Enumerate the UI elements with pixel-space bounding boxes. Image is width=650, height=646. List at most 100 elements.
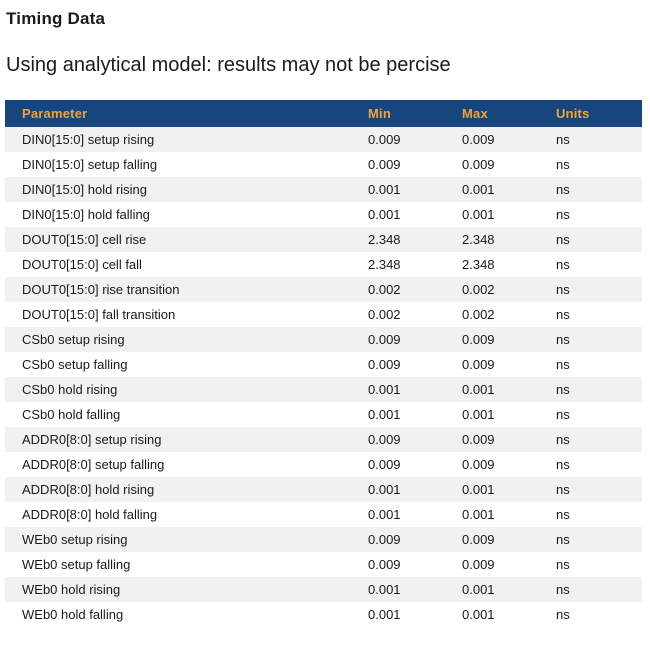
parameter-cell: DOUT0[15:0] rise transition [22,282,180,297]
parameter-cell: CSb0 setup falling [22,357,128,372]
units-cell: ns [556,582,570,597]
max-cell: 0.001 [462,407,495,422]
column-header-min: Min [351,100,445,127]
parameter-cell: DOUT0[15:0] cell fall [22,257,142,272]
units-cell: ns [556,332,570,347]
max-cell: 0.001 [462,607,495,622]
table-row: DOUT0[15:0] fall transition 0.002 0.002 ns [5,302,642,327]
min-cell: 0.001 [368,507,401,522]
max-cell: 0.009 [462,557,495,572]
table-row: DIN0[15:0] setup rising 0.009 0.009 ns [5,127,642,152]
min-cell: 0.002 [368,307,401,322]
table-row: DOUT0[15:0] rise transition 0.002 0.002 ns [5,277,642,302]
column-header-max: Max [445,100,539,127]
table-row: CSb0 hold falling 0.001 0.001 ns [5,402,642,427]
min-cell: 0.002 [368,282,401,297]
min-cell: 0.001 [368,407,401,422]
min-cell: 0.009 [368,357,401,372]
min-cell: 0.009 [368,457,401,472]
max-cell: 0.001 [462,207,495,222]
table-row: WEb0 setup rising 0.009 0.009 ns [5,527,642,552]
max-cell: 0.001 [462,382,495,397]
table-row: WEb0 hold falling 0.001 0.001 ns [5,602,642,627]
table-row: ADDR0[8:0] setup rising 0.009 0.009 ns [5,427,642,452]
min-cell: 0.001 [368,207,401,222]
min-cell: 0.009 [368,557,401,572]
max-cell: 0.009 [462,357,495,372]
table-row: ADDR0[8:0] hold falling 0.001 0.001 ns [5,502,642,527]
min-cell: 2.348 [368,232,401,247]
units-cell: ns [556,507,570,522]
max-cell: 0.009 [462,457,495,472]
max-cell: 2.348 [462,257,495,272]
units-cell: ns [556,557,570,572]
max-cell: 0.001 [462,182,495,197]
min-cell: 0.009 [368,332,401,347]
max-cell: 0.009 [462,132,495,147]
max-cell: 2.348 [462,232,495,247]
column-header-parameter: Parameter [5,100,351,127]
units-cell: ns [556,257,570,272]
timing-report-page: Timing Data Using analytical model: resu… [5,9,642,627]
parameter-cell: DIN0[15:0] hold falling [22,207,150,222]
timing-table-header: Parameter Min Max Units [5,100,642,127]
max-cell: 0.001 [462,507,495,522]
min-cell: 0.001 [368,182,401,197]
table-row: DOUT0[15:0] cell rise 2.348 2.348 ns [5,227,642,252]
min-cell: 0.009 [368,132,401,147]
parameter-cell: ADDR0[8:0] setup rising [22,432,162,447]
min-cell: 0.001 [368,582,401,597]
column-header-units: Units [539,100,642,127]
units-cell: ns [556,282,570,297]
max-cell: 0.002 [462,307,495,322]
units-cell: ns [556,357,570,372]
timing-table: Parameter Min Max Units DIN0[15:0] setup… [5,100,642,627]
units-cell: ns [556,382,570,397]
parameter-cell: ADDR0[8:0] setup falling [22,457,165,472]
units-cell: ns [556,532,570,547]
units-cell: ns [556,407,570,422]
units-cell: ns [556,607,570,622]
parameter-cell: WEb0 hold falling [22,607,124,622]
table-row: CSb0 setup rising 0.009 0.009 ns [5,327,642,352]
max-cell: 0.009 [462,532,495,547]
units-cell: ns [556,182,570,197]
min-cell: 0.001 [368,482,401,497]
max-cell: 0.001 [462,582,495,597]
parameter-cell: DIN0[15:0] setup falling [22,157,158,172]
parameter-cell: CSb0 hold rising [22,382,118,397]
parameter-cell: DIN0[15:0] setup rising [22,132,155,147]
table-row: DIN0[15:0] setup falling 0.009 0.009 ns [5,152,642,177]
max-cell: 0.001 [462,482,495,497]
table-row: CSb0 setup falling 0.009 0.009 ns [5,352,642,377]
parameter-cell: CSb0 hold falling [22,407,121,422]
max-cell: 0.009 [462,332,495,347]
units-cell: ns [556,307,570,322]
header-row: Parameter Min Max Units [5,100,642,127]
min-cell: 0.001 [368,607,401,622]
max-cell: 0.009 [462,432,495,447]
units-cell: ns [556,432,570,447]
min-cell: 2.348 [368,257,401,272]
page-subtitle: Using analytical model: results may not … [6,54,451,76]
parameter-cell: DIN0[15:0] hold rising [22,182,148,197]
units-cell: ns [556,457,570,472]
table-row: CSb0 hold rising 0.001 0.001 ns [5,377,642,402]
parameter-cell: CSb0 setup rising [22,332,125,347]
table-row: WEb0 setup falling 0.009 0.009 ns [5,552,642,577]
units-cell: ns [556,482,570,497]
units-cell: ns [556,232,570,247]
min-cell: 0.001 [368,382,401,397]
table-row: WEb0 hold rising 0.001 0.001 ns [5,577,642,602]
max-cell: 0.009 [462,157,495,172]
parameter-cell: WEb0 setup falling [22,557,131,572]
units-cell: ns [556,207,570,222]
parameter-cell: WEb0 setup rising [22,532,128,547]
min-cell: 0.009 [368,157,401,172]
parameter-cell: WEb0 hold rising [22,582,121,597]
table-row: DIN0[15:0] hold falling 0.001 0.001 ns [5,202,642,227]
parameter-cell: ADDR0[8:0] hold falling [22,507,158,522]
table-row: ADDR0[8:0] hold rising 0.001 0.001 ns [5,477,642,502]
timing-table-body: DIN0[15:0] setup rising 0.009 0.009 ns DIN0[… [5,127,642,627]
min-cell: 0.009 [368,432,401,447]
